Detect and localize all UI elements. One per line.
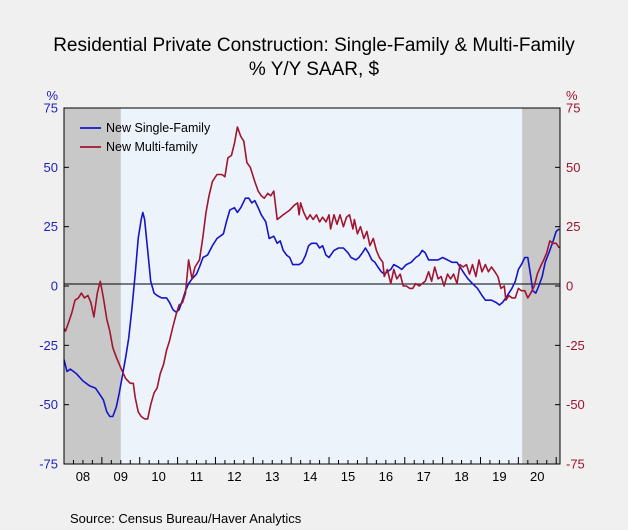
left-axis-unit: % [46, 88, 58, 103]
left-axis-ticks: 75 50 25 0 -25 -50 -75 [39, 101, 69, 472]
recession-band-2 [522, 108, 560, 464]
left-tick-label: -75 [39, 457, 58, 472]
left-tick-label: -25 [39, 338, 58, 353]
x-tick-label: 10 [151, 469, 165, 484]
right-tick-label: -50 [566, 397, 585, 412]
right-tick-label: -25 [566, 338, 585, 353]
x-tick-label: 16 [379, 469, 393, 484]
x-tick-label: 20 [530, 469, 544, 484]
right-tick-label: 50 [566, 160, 580, 175]
series-lines [63, 126, 560, 420]
x-tick-label: 11 [190, 469, 204, 484]
x-tick-label: 19 [492, 469, 506, 484]
right-tick-label: -75 [566, 457, 585, 472]
chart-title: Residential Private Construction: Single… [53, 35, 575, 56]
x-tick-label: 18 [454, 469, 468, 484]
right-axis-ticks: 75 50 25 0 -25 -50 -75 [555, 101, 585, 472]
right-axis-unit: % [566, 88, 578, 103]
right-tick-label: 75 [566, 101, 580, 116]
left-tick-label: 75 [44, 101, 58, 116]
left-tick-label: 0 [51, 279, 58, 294]
x-tick-label: 09 [114, 469, 128, 484]
recession-band-1 [64, 108, 121, 464]
left-tick-label: -50 [39, 397, 58, 412]
legend-label-single-family: New Single-Family [106, 121, 211, 135]
x-axis-ticks: 08 09 10 11 12 13 14 15 16 17 18 19 20 [63, 457, 557, 484]
recession-shading [64, 108, 560, 464]
series-line-multi-family [63, 126, 560, 420]
x-tick-label: 13 [265, 469, 279, 484]
source-note: Source: Census Bureau/Haver Analytics [70, 511, 302, 526]
right-tick-label: 25 [566, 219, 580, 234]
left-tick-label: 25 [44, 219, 58, 234]
legend-label-multi-family: New Multi-family [106, 140, 198, 154]
right-tick-label: 0 [566, 279, 573, 294]
x-tick-label: 08 [76, 469, 90, 484]
left-tick-label: 50 [44, 160, 58, 175]
x-tick-label: 17 [416, 469, 430, 484]
x-tick-label: 15 [341, 469, 355, 484]
legend: New Single-Family New Multi-family [80, 121, 211, 154]
x-tick-label: 12 [227, 469, 241, 484]
plot-area [64, 108, 560, 464]
x-tick-label: 14 [303, 469, 317, 484]
chart-subtitle: % Y/Y SAAR, $ [249, 59, 380, 80]
series-line-single-family [63, 197, 560, 418]
